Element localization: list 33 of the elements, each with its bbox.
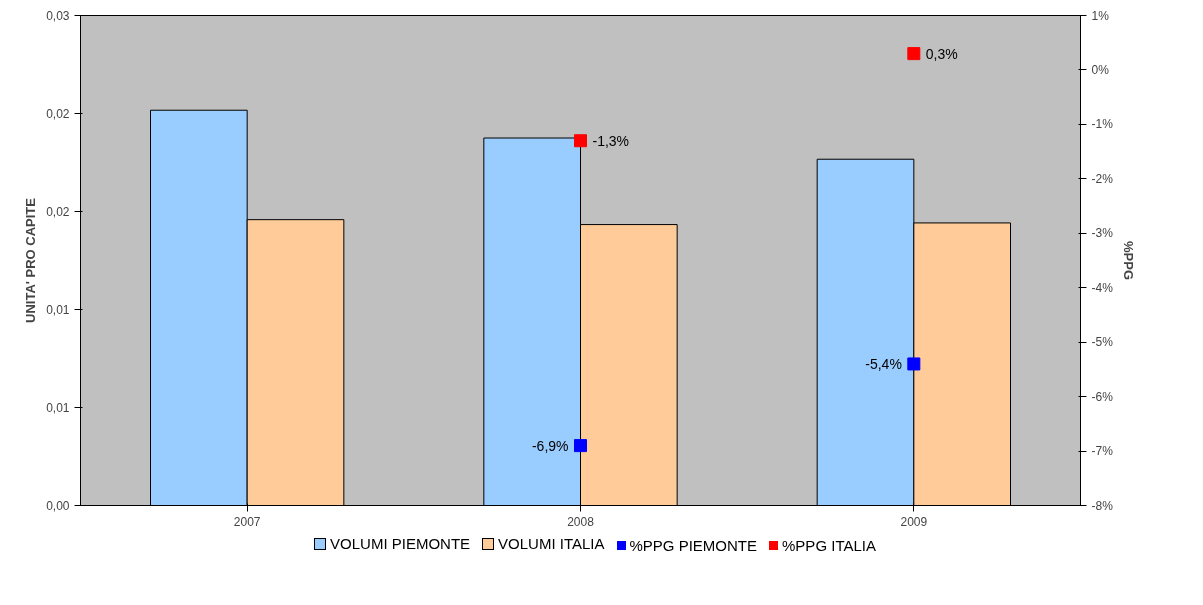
y2-axis-title: %PPG	[1120, 240, 1136, 281]
point	[574, 134, 587, 148]
legend-label: %PPG ITALIA	[782, 535, 876, 556]
x-tick-label: 2008	[567, 514, 595, 529]
y-tick-label: 0,02	[46, 205, 70, 219]
x-tick-label: 2009	[900, 514, 928, 529]
y2-tick-label: -2%	[1091, 171, 1114, 186]
data-label: -1,3%	[592, 132, 630, 149]
data-label: -6,9%	[531, 437, 569, 454]
y-tick-label: 0,01	[46, 401, 70, 415]
y2-tick-label: -8%	[1091, 498, 1114, 513]
point	[907, 357, 921, 371]
y-tick-label: 0,01	[46, 303, 70, 317]
point	[907, 47, 921, 61]
y2-tick-label: -6%	[1091, 389, 1114, 404]
point	[574, 439, 587, 453]
legend-label: VOLUMI PIEMONTE	[330, 534, 471, 554]
data-label: 0,3%	[925, 45, 958, 62]
legend-label: VOLUMI ITALIA	[498, 534, 605, 554]
y2-tick-label: -4%	[1091, 280, 1114, 295]
y-tick-label: 0,03	[46, 9, 70, 23]
y-tick-label: 0,02	[46, 107, 70, 121]
y2-tick-label: -3%	[1091, 226, 1114, 241]
y2-tick-label: -7%	[1091, 444, 1114, 459]
y-tick-label: 0,00	[46, 499, 70, 513]
data-label: -5,4%	[865, 355, 902, 372]
y2-tick-label: 1%	[1091, 8, 1110, 23]
x-tick-label: 2007	[233, 514, 261, 529]
y2-tick-label: -1%	[1091, 117, 1114, 132]
y2-tick-label: 0%	[1091, 62, 1110, 77]
legend-label: %PPG PIEMONTE	[629, 535, 758, 556]
y2-tick-label: -5%	[1091, 335, 1114, 350]
y-axis-title: UNITA' PRO CAPITE	[23, 197, 39, 323]
